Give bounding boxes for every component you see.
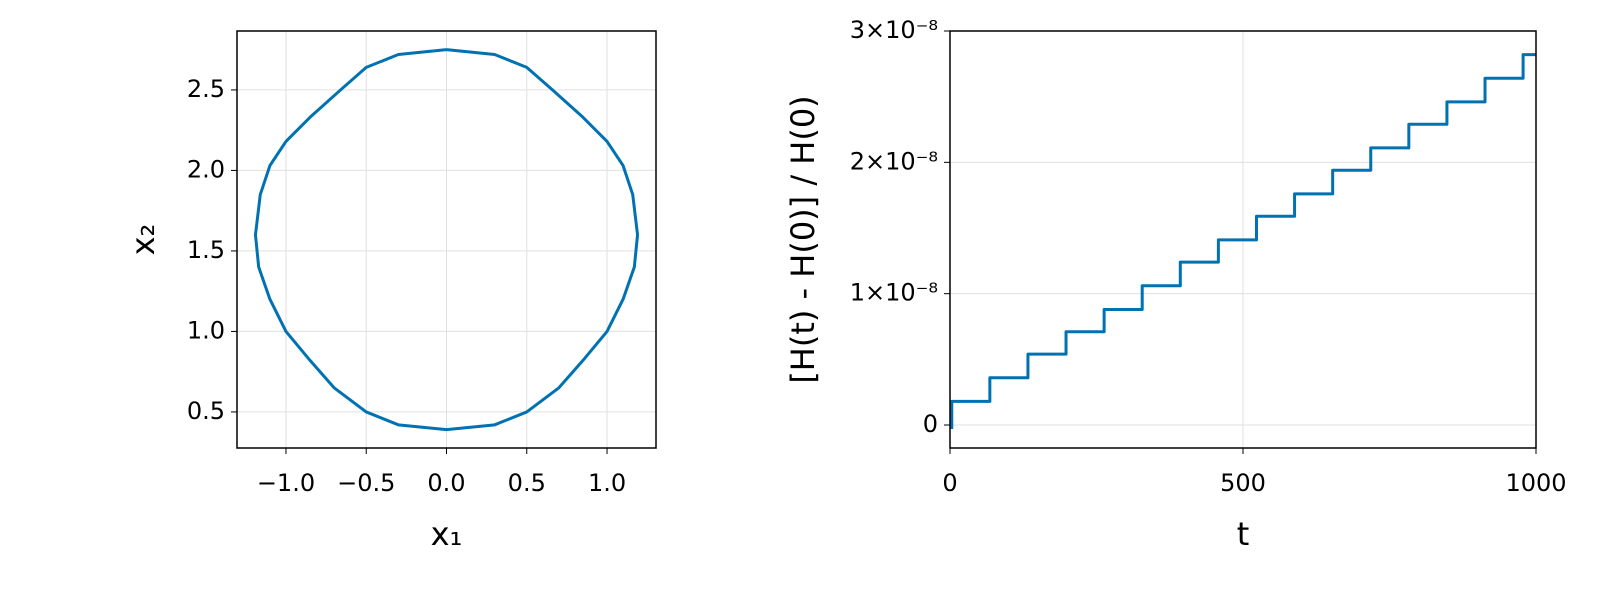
plot-frame xyxy=(949,30,1537,449)
x-tick-label: 0 xyxy=(942,469,957,497)
y-axis-label: [H(t) - H(0)] / H(0) xyxy=(784,95,822,383)
data-line xyxy=(950,53,1536,429)
x-axis-label: x₁ xyxy=(431,515,463,553)
y-tick-label: 2.0 xyxy=(187,155,225,183)
y-tick-label: 2×10⁻⁸ xyxy=(850,147,938,175)
y-tick-label: 1.0 xyxy=(187,316,225,344)
plot-frame xyxy=(236,30,657,449)
y-tick-label: 1×10⁻⁸ xyxy=(850,279,938,307)
y-tick-label: 0.5 xyxy=(187,397,225,425)
x-tick-label: −1.0 xyxy=(257,469,315,497)
y-tick-label: 3×10⁻⁸ xyxy=(850,16,938,44)
x-tick-label: 0.5 xyxy=(508,469,546,497)
x-tick-label: 0.0 xyxy=(427,469,465,497)
x-tick-label: −0.5 xyxy=(337,469,395,497)
y-tick-label: 2.5 xyxy=(187,75,225,103)
x-axis-label: t xyxy=(1237,515,1250,553)
x-tick-label: 1000 xyxy=(1505,469,1566,497)
x-tick-label: 500 xyxy=(1220,469,1266,497)
y-axis-label: x₂ xyxy=(124,224,162,256)
y-tick-label: 0 xyxy=(923,410,938,438)
y-tick-label: 1.5 xyxy=(187,236,225,264)
data-line xyxy=(253,48,640,432)
x-tick-label: 1.0 xyxy=(588,469,626,497)
